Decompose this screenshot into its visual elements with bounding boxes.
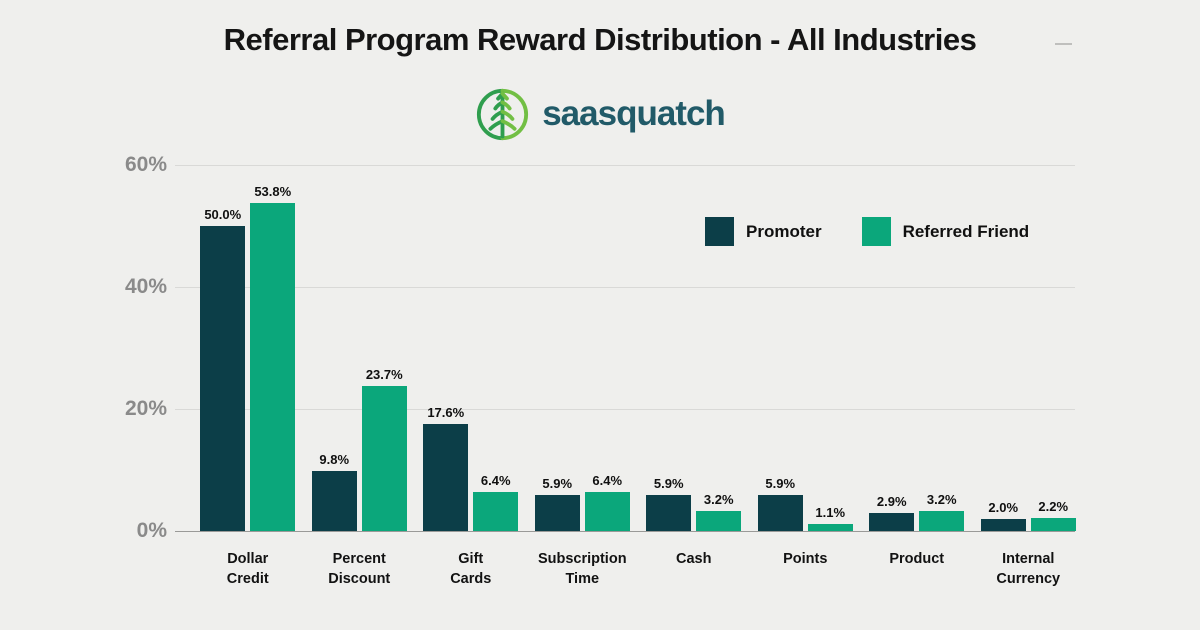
- x-axis-label: Gift Cards: [450, 551, 492, 587]
- bar: 2.0%: [980, 500, 1026, 531]
- chart-legend: Promoter Referred Friend: [705, 217, 1029, 246]
- bar-value-label: 1.1%: [815, 505, 846, 521]
- saasquatch-logo: saasquatch: [0, 85, 1200, 143]
- bar-value-label: 50.0%: [204, 207, 242, 222]
- x-axis-label: Points: [783, 551, 828, 567]
- bar-group: 2.0% 2.2%: [973, 165, 1085, 531]
- bar: 2.9%: [869, 494, 915, 531]
- bar-value-label: 5.9%: [653, 476, 684, 492]
- gridline-0%: [175, 531, 1075, 532]
- bar: 9.8%: [311, 452, 357, 531]
- bar: 5.9%: [534, 476, 580, 531]
- legend-item: Referred Friend: [861, 217, 1030, 246]
- bar: 53.8%: [250, 184, 296, 531]
- x-axis-label: Dollar Credit: [226, 551, 269, 587]
- saasquatch-tree-icon: [477, 88, 529, 140]
- legend-label: Referred Friend: [902, 221, 1030, 241]
- legend-swatch: [861, 217, 891, 246]
- x-axis-labels: Dollar Credit Percent Discount Gift Cards S…: [192, 549, 1084, 589]
- bar: 1.1%: [807, 505, 853, 531]
- bar: 2.2%: [1030, 499, 1076, 531]
- gridline-60%: [175, 165, 1075, 166]
- bar: 5.9%: [757, 476, 803, 531]
- bar-value-label: 2.0%: [988, 499, 1019, 515]
- legend-label: Promoter: [746, 221, 822, 241]
- bar-value-label: 5.9%: [542, 476, 573, 492]
- decorative-dash: [1055, 43, 1072, 45]
- bar-value-label: 6.4%: [480, 472, 511, 488]
- chart-plot-area: 0% 20% 40% 60% 50.0% 53.8% 9.8% 23.7% 17.6% 6.4%…: [125, 153, 1076, 542]
- bar: 6.4%: [584, 473, 630, 531]
- bar-group: 5.9% 3.2%: [638, 165, 750, 531]
- bar: 6.4%: [473, 473, 519, 531]
- bar-value-label: 53.8%: [254, 183, 292, 199]
- bar-value-label: 17.6%: [427, 404, 465, 420]
- saasquatch-wordmark: saasquatch: [542, 94, 726, 133]
- bar: 5.9%: [646, 476, 692, 531]
- bar: 3.2%: [696, 492, 742, 531]
- bars-row: 50.0% 53.8% 9.8% 23.7% 17.6% 6.4% 5.9% 6.4% 5.9%…: [192, 165, 1084, 531]
- bar-group: 50.0% 53.8%: [192, 165, 304, 531]
- bar-value-label: 3.2%: [703, 492, 734, 508]
- y-tick-label-20%: 20%: [124, 397, 167, 420]
- chart-title: Referral Program Reward Distribution - A…: [223, 22, 977, 57]
- bar: 17.6%: [423, 405, 469, 531]
- y-tick-label-60%: 60%: [124, 153, 167, 176]
- legend-item: Promoter: [705, 217, 822, 246]
- bar-value-label: 6.4%: [592, 472, 623, 488]
- y-tick-label-40%: 40%: [124, 275, 167, 298]
- x-axis-label: Internal Currency: [996, 551, 1061, 587]
- x-axis-label: Percent Discount: [328, 551, 391, 587]
- y-tick-label-0%: 0%: [136, 519, 167, 542]
- bar-value-label: 2.2%: [1038, 498, 1069, 514]
- x-axis-label: Subscription Time: [537, 551, 627, 587]
- bar-group: 17.6% 6.4%: [415, 165, 527, 531]
- x-axis-label: Cash: [676, 551, 712, 567]
- legend-swatch: [705, 217, 734, 246]
- bar: 3.2%: [919, 492, 965, 531]
- bar: 50.0%: [200, 207, 246, 531]
- bar-group: 9.8% 23.7%: [304, 165, 416, 531]
- bar-value-label: 2.9%: [876, 494, 907, 510]
- bar-value-label: 9.8%: [319, 452, 350, 468]
- bar-value-label: 5.9%: [765, 476, 796, 492]
- bar-group: 5.9% 6.4%: [527, 165, 639, 531]
- bar-group: 2.9% 3.2%: [861, 165, 973, 531]
- gridline-40%: [175, 287, 1075, 288]
- x-axis-label: Product: [889, 551, 945, 567]
- bar-value-label: 23.7%: [365, 367, 403, 383]
- gridline-20%: [175, 409, 1075, 410]
- bar-value-label: 3.2%: [926, 492, 957, 508]
- bar: 23.7%: [361, 367, 407, 531]
- bar-group: 5.9% 1.1%: [750, 165, 862, 531]
